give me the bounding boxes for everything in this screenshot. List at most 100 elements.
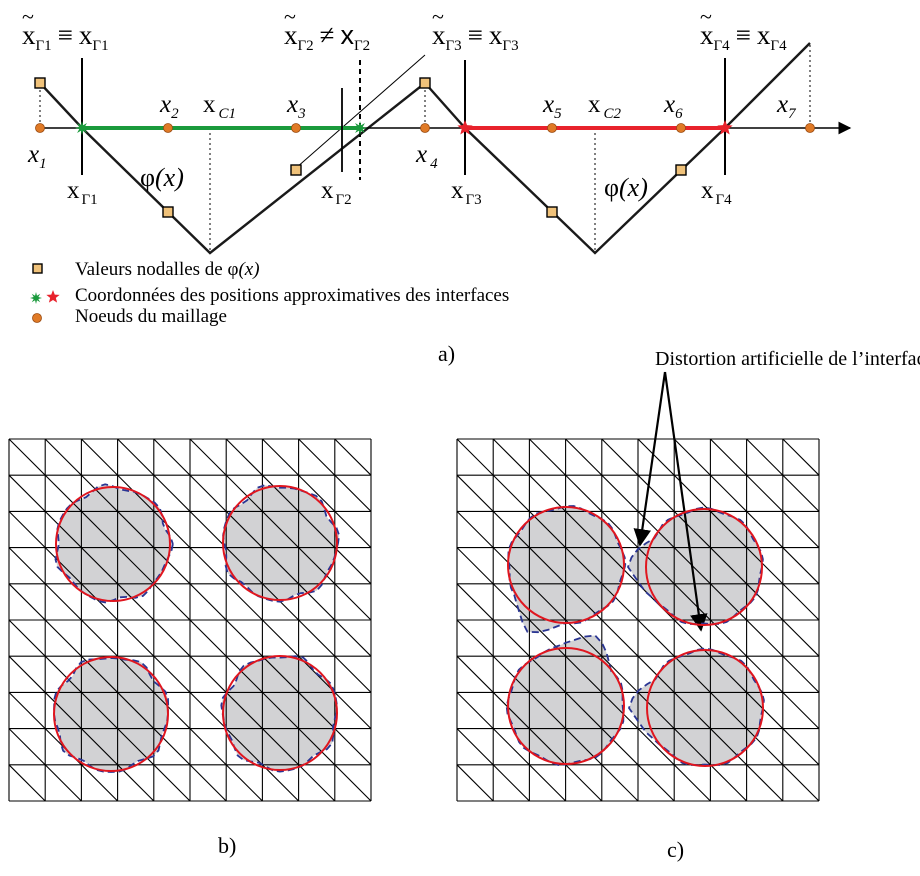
caption-b: b) xyxy=(218,833,236,858)
interface-star-green xyxy=(353,121,367,135)
interface-labels: x Γ1 x Γ2 x Γ3 x Γ4 xyxy=(67,177,732,208)
node-label-x3: x3 xyxy=(286,91,306,122)
mesh-diagonal xyxy=(189,438,372,621)
node-label-x7: x7 xyxy=(776,91,797,122)
mesh-diagonal xyxy=(8,547,263,802)
mesh-diagonal xyxy=(456,728,530,802)
exact-interface-circle xyxy=(645,508,763,626)
caption-c: c) xyxy=(667,837,684,862)
svg-text:xΓ1≡xΓ1: xΓ1 ≡ xΓ1 xyxy=(22,20,109,54)
svg-text:xΓ3≡xΓ3: xΓ3 ≡ xΓ3 xyxy=(432,20,519,54)
mesh-diagonal xyxy=(8,583,227,802)
phi-label-right: φ(x) xyxy=(604,173,648,202)
interface-star-red xyxy=(457,120,473,135)
mesh-diagonal xyxy=(782,438,820,476)
mesh-diagonal xyxy=(673,438,820,585)
mesh-nodes xyxy=(35,123,815,133)
legend-item-nodal-values: Valeurs nodalles de φ(x) xyxy=(75,259,260,280)
mesh-diagonal xyxy=(456,619,639,802)
nodal-value-square xyxy=(34,77,46,89)
top-label-gamma1: xΓ1 ≡ xΓ1 ~ xyxy=(22,4,109,54)
nodal-value-square xyxy=(675,164,687,176)
mesh-node xyxy=(676,123,686,133)
phi-curve xyxy=(39,42,811,255)
approx-interface-dashed xyxy=(507,505,627,634)
inclusion-disc xyxy=(221,656,337,772)
mesh-node xyxy=(35,123,45,133)
inclusions-b xyxy=(54,484,340,772)
mesh-diagonal xyxy=(601,438,820,657)
interfaces-b xyxy=(53,483,341,773)
mesh-diagonal xyxy=(456,692,566,802)
mesh-diagonal xyxy=(44,438,372,766)
top-label-gamma2: xΓ2 ≠ xΓ2 ~ xyxy=(284,4,370,54)
mesh-node xyxy=(805,123,815,133)
annotation-arrows xyxy=(633,371,708,632)
exact-interface-circle xyxy=(222,485,338,601)
mesh-diagonal xyxy=(225,438,372,585)
legend-item-mesh-nodes: Noeuds du maillage xyxy=(75,306,227,327)
caption-a: a) xyxy=(438,341,455,366)
interface-label-g3: x Γ3 xyxy=(451,177,482,208)
mesh-diagonal xyxy=(8,728,82,802)
inclusion-disc xyxy=(508,506,626,633)
exact-interface-circle xyxy=(507,647,625,765)
inclusion-disc xyxy=(223,485,340,602)
mesh-node xyxy=(163,123,173,133)
tilde-mark: ~ xyxy=(284,4,296,29)
legend-star-icons xyxy=(30,290,60,304)
distortion-annotation: Distortion artificielle de l’interface xyxy=(655,348,920,370)
inclusions-c xyxy=(506,506,764,765)
node-label-xc2: x C2 xyxy=(588,91,622,122)
construction-line xyxy=(295,54,426,169)
mesh-node xyxy=(291,123,301,133)
interfaces-c xyxy=(505,505,765,767)
legend-item-interfaces: Coordonnées des positions approximatives… xyxy=(75,285,509,306)
mesh-node xyxy=(547,123,557,133)
top-label-gamma3: xΓ3 ≡ xΓ3 ~ xyxy=(432,4,519,54)
nodal-value-square xyxy=(162,206,174,218)
mesh-diagonal xyxy=(81,438,372,729)
mesh-diagonal xyxy=(710,438,820,548)
tilde-mark: ~ xyxy=(700,4,712,29)
node-label-x5: x5 xyxy=(542,91,562,122)
exact-interface-circle xyxy=(222,655,338,771)
approx-interface-dashed xyxy=(220,655,338,773)
legend: Valeurs nodalles de φ(x) Coordonnées des… xyxy=(30,259,509,327)
nodal-value-square xyxy=(419,77,431,89)
mesh-diagonal xyxy=(456,583,675,802)
node-label-xc1: x C1 xyxy=(203,91,236,122)
exact-interface-circle xyxy=(507,506,625,624)
svg-text:xΓ2≠xΓ2: xΓ2 ≠ xΓ2 xyxy=(284,20,370,54)
mesh-diagonal xyxy=(334,438,372,476)
legend-red-star-icon xyxy=(46,290,60,303)
panel-c: Distortion artificielle de l’interface c… xyxy=(456,348,920,862)
mesh-diagonal xyxy=(456,547,711,802)
mesh-diagonal xyxy=(456,655,603,802)
mesh-diagonal xyxy=(456,474,784,802)
mesh-diagonal xyxy=(8,438,372,802)
mesh-diagonal xyxy=(456,511,747,802)
mesh-diagonal xyxy=(746,438,820,512)
top-label-gamma4: xΓ4 ≡ xΓ4 ~ xyxy=(700,4,787,54)
exact-interface-circle xyxy=(646,649,764,767)
panel-b: b) xyxy=(8,438,372,858)
nodal-value-markers xyxy=(34,77,687,218)
inclusion-disc xyxy=(54,658,169,772)
mesh-diagonal xyxy=(8,619,191,802)
mesh-diagonal xyxy=(153,438,372,657)
mesh-diagonal xyxy=(298,438,372,512)
exact-interface-circle xyxy=(55,486,171,602)
mesh-diagonal xyxy=(529,438,820,729)
mesh-diagonal xyxy=(262,438,372,548)
legend-green-star-icon xyxy=(30,292,42,304)
mesh-diagonal xyxy=(456,438,820,802)
inclusion-disc xyxy=(629,648,764,765)
mesh-node xyxy=(420,123,430,133)
mesh-diagonal xyxy=(117,438,372,693)
legend-square-icon xyxy=(32,263,43,274)
node-label-x6: x6 xyxy=(663,91,683,122)
tilde-mark: ~ xyxy=(432,4,444,29)
